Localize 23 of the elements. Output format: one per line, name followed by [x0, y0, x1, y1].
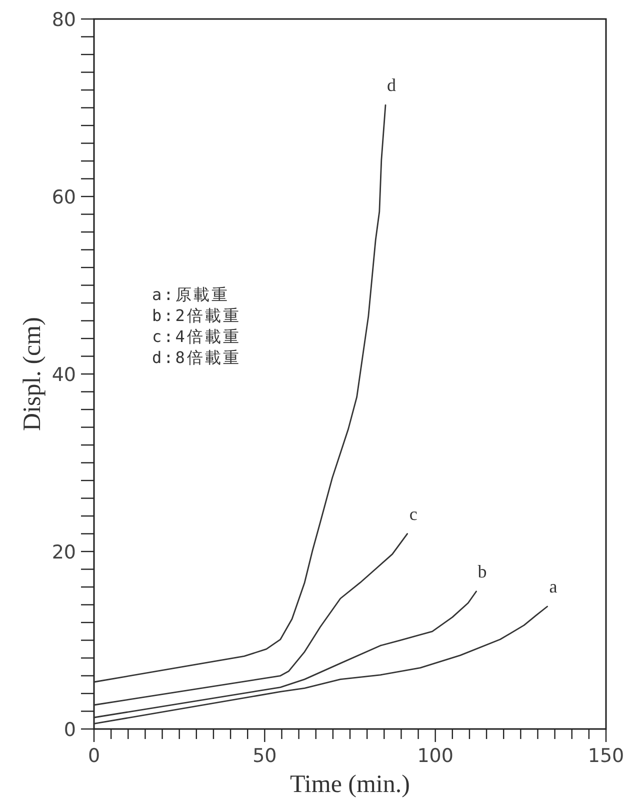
x-axis-title: Time (min.)	[290, 771, 410, 798]
line-series	[93, 606, 548, 724]
annotation: a:原載重	[152, 285, 230, 304]
y-tick-label: 20	[52, 542, 76, 564]
annotation: d:8倍載重	[152, 348, 241, 367]
series-label: a	[549, 576, 558, 597]
line-series	[93, 104, 386, 683]
line-series	[93, 590, 477, 718]
x-tick-label: 150	[588, 745, 624, 767]
y-axis-title: Displ. (cm)	[19, 317, 46, 431]
x-tick-label: 100	[417, 745, 454, 767]
y-tick-label: 60	[52, 186, 76, 208]
x-tick-label: 0	[88, 745, 100, 767]
line-series	[93, 533, 408, 706]
x-tick-label: 50	[252, 745, 277, 767]
series-label: b	[478, 561, 487, 582]
y-tick-label: 0	[64, 719, 76, 741]
y-tick-label: 80	[52, 9, 76, 31]
series-label: d	[387, 75, 396, 96]
annotation: c:4倍載重	[152, 327, 241, 346]
series-label: c	[409, 504, 418, 524]
annotation: b:2倍載重	[152, 306, 241, 325]
y-tick-label: 40	[52, 364, 76, 386]
